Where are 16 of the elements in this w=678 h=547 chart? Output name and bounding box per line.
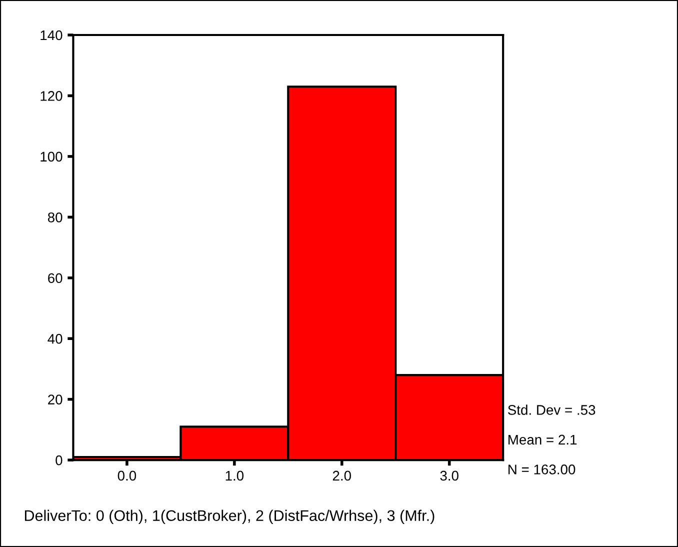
text: Std. Dev = .53 bbox=[508, 404, 596, 415]
y-tick-label: 100 bbox=[40, 152, 62, 162]
text: DeliverTo: 0 (Oth), 1(CustBroker), 2 (DistFac/Wrhse), 3 (Mfr.) bbox=[24, 510, 434, 524]
text: N = 163.00 bbox=[508, 464, 576, 474]
y-tick-label: 20 bbox=[48, 394, 62, 404]
x-tick-label: 3.0 bbox=[440, 470, 458, 481]
y-tick-label: 40 bbox=[48, 334, 62, 344]
y-tick-label: 140 bbox=[40, 30, 62, 40]
y-tick-label: 80 bbox=[48, 212, 62, 222]
x-tick-label: 2.0 bbox=[332, 470, 351, 481]
text: Mean = 2.1 bbox=[508, 434, 577, 445]
y-tick-label: 60 bbox=[48, 273, 62, 284]
x-tick-label: 0.0 bbox=[118, 470, 136, 481]
y-tick-label: 0 bbox=[56, 455, 62, 466]
x-tick-label: 1.0 bbox=[226, 470, 244, 481]
y-tick-label: 120 bbox=[40, 91, 62, 101]
